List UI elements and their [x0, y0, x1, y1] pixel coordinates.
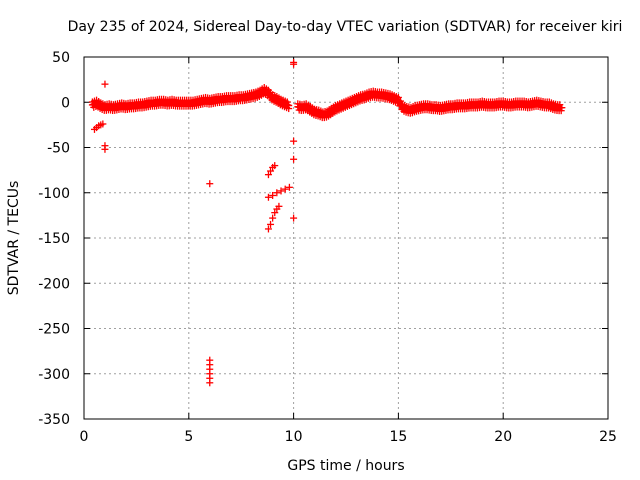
data-point — [290, 214, 298, 222]
data-point — [267, 167, 275, 175]
x-tick-labels: 0 5 10 15 20 25 — [80, 429, 617, 445]
y-tick-label: -200 — [38, 276, 70, 292]
data-point — [271, 162, 279, 170]
data-point — [264, 225, 272, 233]
x-tick-label: 20 — [494, 429, 512, 445]
data-point — [269, 214, 277, 222]
data-point — [558, 104, 566, 112]
data-point — [285, 105, 293, 113]
y-tick-label: -350 — [38, 412, 70, 428]
x-tick-label: 15 — [389, 429, 407, 445]
data-point — [557, 107, 565, 115]
data-point — [285, 183, 293, 191]
data-point — [290, 155, 298, 163]
data-point — [206, 379, 214, 387]
data-point — [275, 202, 283, 210]
x-tick-label: 5 — [184, 429, 193, 445]
x-axis-label: GPS time / hours — [287, 458, 404, 474]
data-point — [283, 98, 291, 106]
data-point — [264, 171, 272, 179]
data-point — [273, 189, 281, 197]
y-tick-label: -250 — [38, 322, 70, 338]
y-tick-label: -300 — [38, 367, 70, 383]
data-point — [290, 137, 298, 145]
data-point — [206, 180, 214, 188]
data-point — [101, 145, 109, 153]
data-point — [264, 193, 272, 201]
data-point — [394, 93, 402, 101]
data-point — [281, 185, 289, 193]
y-tick-label: 0 — [61, 95, 70, 111]
data-point — [277, 187, 285, 195]
chart-title: Day 235 of 2024, Sidereal Day-to-day VTE… — [68, 19, 623, 35]
y-tick-label: -50 — [47, 141, 70, 157]
y-tick-label: -100 — [38, 186, 70, 202]
grid-lines — [84, 57, 608, 419]
data-point — [290, 58, 298, 66]
data-point — [267, 220, 275, 228]
x-tick-label: 0 — [80, 429, 89, 445]
y-axis-label: SDTVAR / TECUs — [6, 181, 22, 296]
data-point — [99, 120, 107, 128]
axis-ticks — [83, 56, 609, 420]
data-point — [396, 97, 404, 105]
data-points — [88, 58, 566, 387]
x-tick-label: 25 — [599, 429, 617, 445]
x-tick-label: 10 — [285, 429, 303, 445]
data-point — [101, 80, 109, 88]
y-tick-labels: 50 0 -50 -100 -150 -200 -250 -300 -350 — [38, 50, 70, 428]
y-tick-label: 50 — [52, 50, 70, 66]
data-point — [269, 191, 277, 199]
data-point — [271, 209, 279, 217]
y-tick-label: -150 — [38, 231, 70, 247]
